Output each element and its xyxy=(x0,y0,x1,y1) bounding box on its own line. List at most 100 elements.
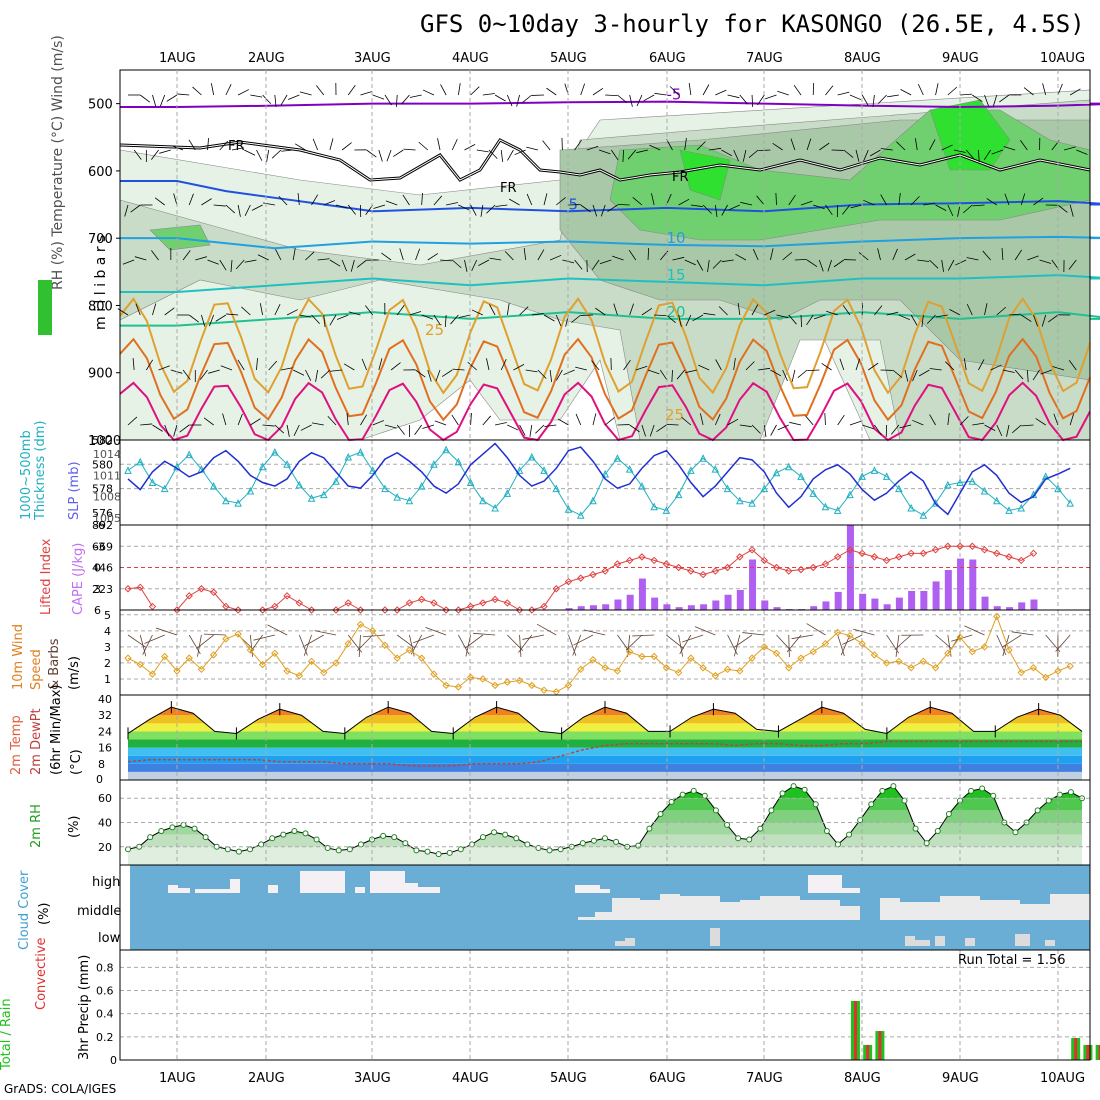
wind-barb xyxy=(152,424,163,432)
cape-bar xyxy=(895,597,903,610)
thickness-tick: 578 xyxy=(92,483,113,496)
rh-point xyxy=(424,848,431,855)
wind-barb xyxy=(237,359,245,371)
li-point xyxy=(417,595,426,604)
thickness-point xyxy=(332,477,340,485)
rh-point xyxy=(968,787,975,794)
wind-barb xyxy=(122,259,135,265)
slp-tick: 1011 xyxy=(93,469,121,482)
wind-barb xyxy=(361,358,367,371)
wind-barb xyxy=(837,634,845,657)
wind-barb xyxy=(529,424,533,437)
wind-barb xyxy=(299,91,312,96)
top-date-label: 10AUG xyxy=(1040,51,1085,66)
wind-barb xyxy=(1032,369,1040,381)
wind-barb xyxy=(679,634,692,655)
wind-barb xyxy=(467,361,477,371)
wind-barb xyxy=(207,259,219,265)
wind-barb xyxy=(656,424,667,433)
li-point xyxy=(258,606,267,614)
temp-band xyxy=(128,771,1082,780)
pressure-tick: 1000 xyxy=(88,434,121,449)
precip-tick: 0 xyxy=(110,1054,117,1067)
wind-barb xyxy=(286,309,298,316)
thickness-point xyxy=(1017,503,1026,512)
wind-barb xyxy=(482,93,495,96)
wind-barb xyxy=(531,313,544,316)
wind-barb xyxy=(1048,314,1059,323)
wind-barb xyxy=(208,314,215,327)
precip-conv-bar xyxy=(1086,1044,1090,1060)
wind-barb xyxy=(327,415,337,426)
wind-barb xyxy=(941,144,953,151)
wind-barb xyxy=(748,149,759,159)
wind-barb xyxy=(173,193,178,206)
rh-point xyxy=(502,831,509,838)
wind-barb xyxy=(806,138,812,151)
wind-barb xyxy=(489,304,496,316)
wind-barb xyxy=(789,421,802,426)
pressure-tick: 600 xyxy=(88,165,113,180)
precip-tick: 0.6 xyxy=(96,985,114,998)
wind-barb xyxy=(752,248,759,261)
rh-point xyxy=(724,821,731,828)
wind-barb xyxy=(207,138,209,151)
rh-point xyxy=(635,842,642,849)
rh-point xyxy=(579,840,586,847)
cloud-middle xyxy=(578,917,595,920)
precip-conv-bar xyxy=(853,1000,857,1060)
cloud-high xyxy=(842,888,860,893)
rh-legend-swatch xyxy=(38,280,52,335)
li-point xyxy=(136,583,144,592)
wind-barb xyxy=(220,365,233,371)
wind-barb xyxy=(274,94,277,107)
wind-barb xyxy=(575,413,582,426)
wind-barb xyxy=(685,369,698,374)
wind-barb xyxy=(571,314,581,323)
wind-barb xyxy=(563,369,575,376)
cape-bar xyxy=(700,604,708,610)
li-point xyxy=(577,574,585,582)
rh-point xyxy=(535,845,542,851)
wind-barb xyxy=(262,424,275,427)
wind-barb xyxy=(470,204,477,216)
wind-ylabel: (m/s) xyxy=(67,656,82,690)
bottom-date-label: 8AUG xyxy=(844,1071,881,1086)
wind-barb xyxy=(458,204,470,211)
wind-barb xyxy=(872,94,875,107)
cloud-yunit: (%) xyxy=(37,903,52,926)
wind-barb xyxy=(433,195,443,206)
wind-barb xyxy=(622,149,624,163)
wind-barb xyxy=(849,420,862,426)
rh-yunit: (%) xyxy=(67,816,82,839)
cloud-middle xyxy=(740,900,760,920)
temp-contour xyxy=(120,311,1100,327)
cloud-high xyxy=(355,887,365,893)
li-point xyxy=(185,592,193,600)
wind-barb xyxy=(311,194,319,206)
wind-barb xyxy=(707,259,710,272)
wind-barb xyxy=(266,149,270,162)
wind-barb xyxy=(486,204,496,214)
rh-point xyxy=(834,841,841,848)
wind-barb xyxy=(203,417,214,426)
wind-barb xyxy=(177,93,190,96)
wind-barb xyxy=(267,624,288,636)
wind-speed-point xyxy=(222,635,230,643)
wind-barb xyxy=(599,259,612,265)
wind-barb xyxy=(274,304,281,316)
wind-barb xyxy=(495,204,508,207)
wind-barb xyxy=(592,204,598,217)
li-point xyxy=(931,546,940,554)
thickness-point xyxy=(870,466,879,474)
wind-barb xyxy=(641,424,647,437)
wind-barb xyxy=(918,369,930,377)
wind-barb xyxy=(791,634,814,640)
li-point xyxy=(466,602,475,611)
wind-barb xyxy=(963,358,967,371)
rh-point xyxy=(557,846,564,853)
thickness-point xyxy=(381,484,389,493)
wind-barb xyxy=(522,634,545,640)
rh-shade-90 xyxy=(929,99,1011,171)
wind-barb xyxy=(305,251,315,261)
